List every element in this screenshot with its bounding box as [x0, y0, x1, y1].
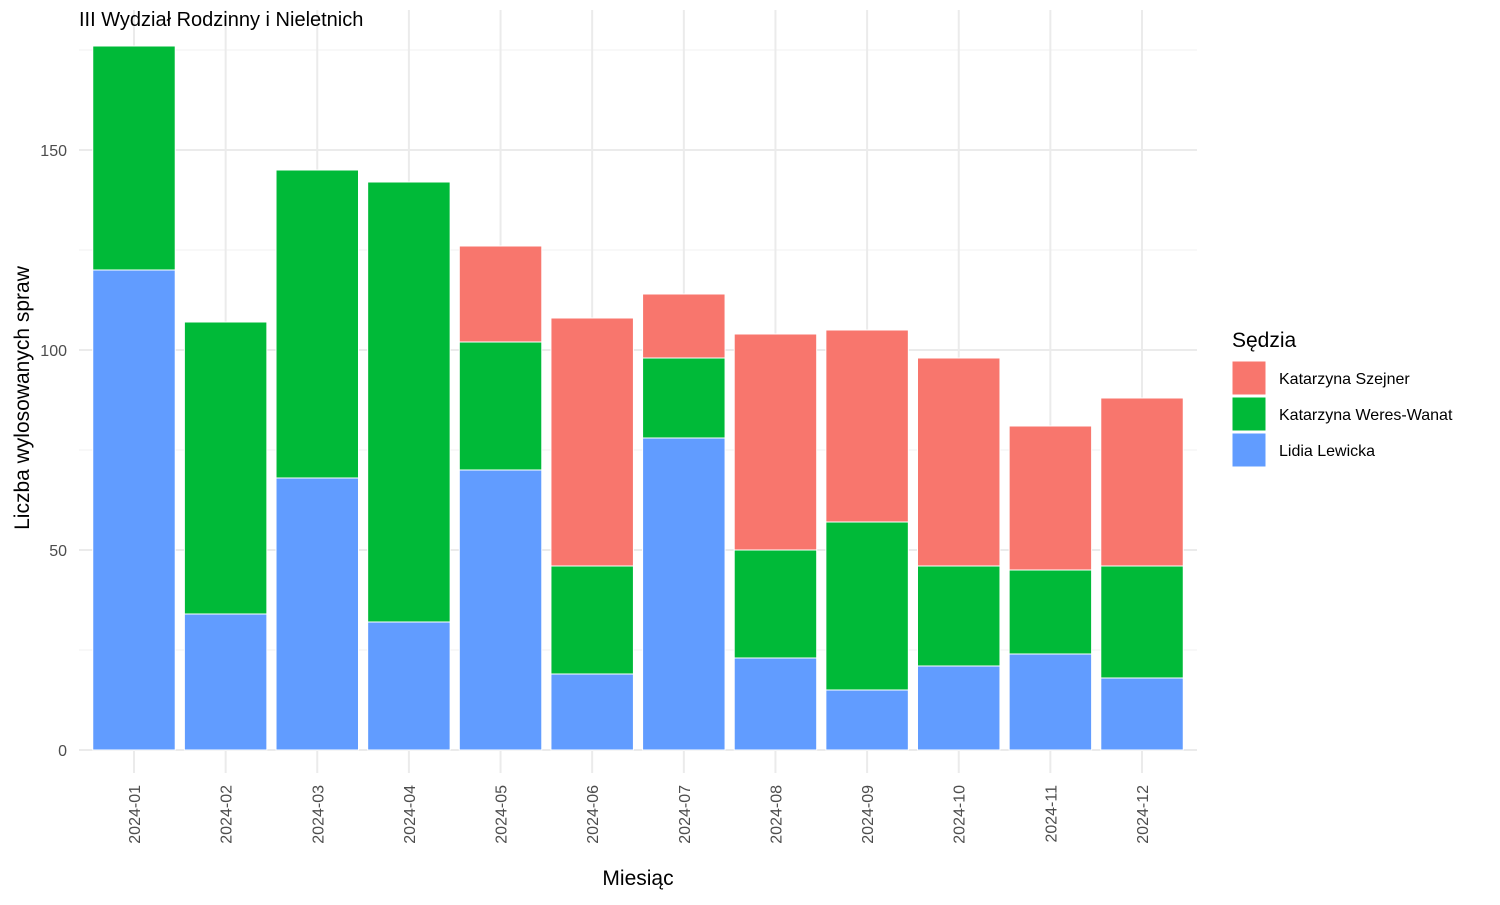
- bar-segment: [92, 45, 176, 271]
- legend-title: Sędzia: [1232, 329, 1297, 352]
- bar-segment: [458, 469, 543, 751]
- x-tick-label: 2024-02: [219, 785, 236, 844]
- x-tick-label: 2024-03: [310, 785, 327, 844]
- bar-segment: [917, 565, 1001, 667]
- bar-segment: [275, 169, 360, 479]
- x-tick-label: 2024-12: [1135, 785, 1152, 844]
- bar-segment: [458, 341, 543, 471]
- legend-label: Lidia Lewicka: [1279, 443, 1375, 460]
- y-axis-label: Liczba wylosowanych spraw: [11, 265, 34, 530]
- bar-segment: [642, 293, 726, 359]
- legend-key: [1231, 432, 1267, 468]
- bar-segment: [733, 333, 818, 551]
- bar-segment: [825, 329, 909, 523]
- bar-segment: [825, 689, 909, 751]
- x-tick-label: 2024-10: [952, 785, 969, 844]
- legend-key: [1231, 396, 1267, 432]
- y-tick-label: 150: [40, 143, 67, 160]
- x-axis-tick-labels: 2024-01 2024-02 2024-03 2024-04 2024-05 2024-…: [127, 785, 1152, 844]
- bar-segment: [183, 613, 268, 751]
- legend-label: Katarzyna Weres-Wanat: [1279, 407, 1453, 424]
- y-tick-label: 100: [40, 343, 67, 360]
- bar-segment: [733, 549, 818, 659]
- bar-segment: [733, 657, 818, 751]
- bar-segment: [825, 521, 909, 691]
- bar-segment: [642, 437, 726, 751]
- y-tick-label: 50: [49, 543, 67, 560]
- bar-segment: [917, 665, 1001, 751]
- legend-key: [1231, 360, 1267, 396]
- y-axis-tick-labels: 0 50 100 150: [40, 143, 67, 760]
- bar-segment: [1008, 569, 1093, 655]
- chart-title: III Wydział Rodzinny i Nieletnich: [79, 9, 363, 31]
- bar-segment: [642, 357, 726, 439]
- bar-segment: [917, 357, 1001, 567]
- bar-segment: [550, 673, 634, 751]
- bar-segment: [1100, 397, 1184, 567]
- legend-label: Katarzyna Szejner: [1279, 371, 1410, 388]
- x-tick-label: 2024-01: [127, 785, 144, 844]
- bar-segment: [458, 245, 543, 343]
- x-tick-label: 2024-07: [677, 785, 694, 844]
- y-tick-label: 0: [58, 743, 67, 760]
- bar-segment: [550, 317, 634, 567]
- bar-segment: [367, 181, 451, 623]
- bar-segment: [275, 477, 360, 751]
- bar-segment: [183, 321, 268, 615]
- bar-segment: [92, 269, 176, 751]
- x-tick-label: 2024-06: [585, 785, 602, 844]
- x-tick-label: 2024-05: [494, 785, 511, 844]
- bar-segment: [1100, 565, 1184, 679]
- x-tick-label: 2024-09: [860, 785, 877, 844]
- x-tick-label: 2024-11: [1043, 785, 1060, 843]
- bar-segment: [550, 565, 634, 675]
- legend: Sędzia Katarzyna Szejner Katarzyna Weres-…: [1231, 329, 1453, 468]
- bar-segment: [1100, 677, 1184, 751]
- bars-layer: [92, 45, 1184, 751]
- x-axis-label: Miesiąc: [602, 867, 673, 890]
- bar-segment: [1008, 425, 1093, 571]
- bar-segment: [367, 621, 451, 751]
- x-tick-label: 2024-08: [768, 785, 785, 844]
- x-tick-label: 2024-04: [402, 785, 419, 844]
- bar-segment: [1008, 653, 1093, 751]
